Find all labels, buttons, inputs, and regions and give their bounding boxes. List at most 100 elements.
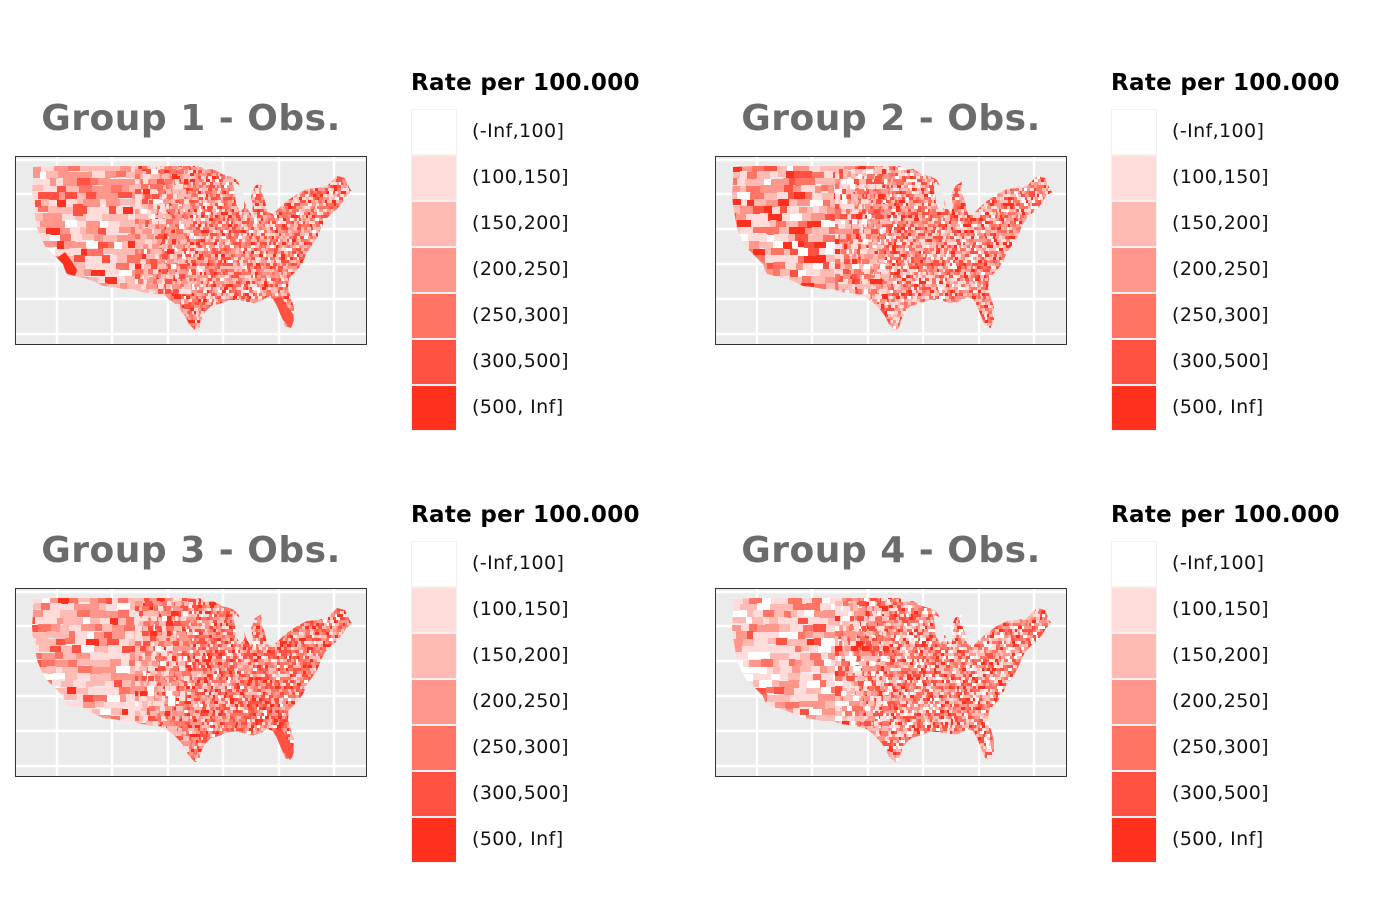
county — [208, 293, 211, 296]
county — [172, 281, 175, 284]
county — [263, 266, 266, 269]
county — [229, 221, 231, 224]
county — [238, 257, 241, 260]
county — [164, 224, 167, 227]
county — [187, 233, 190, 236]
county — [211, 302, 213, 305]
county — [193, 224, 195, 227]
county — [285, 287, 287, 290]
county — [792, 241, 799, 248]
county — [262, 284, 264, 287]
county — [237, 269, 239, 272]
county — [226, 266, 230, 269]
county — [212, 245, 215, 248]
county — [193, 317, 197, 320]
county — [251, 227, 254, 230]
county — [330, 200, 332, 203]
county — [217, 263, 221, 266]
county — [208, 260, 210, 263]
county — [205, 173, 207, 176]
county — [213, 173, 216, 176]
county — [229, 191, 231, 194]
county — [194, 227, 196, 230]
county — [188, 260, 191, 263]
county — [213, 263, 215, 266]
county — [278, 221, 280, 224]
county — [181, 299, 184, 304]
county — [202, 272, 204, 275]
county — [159, 245, 162, 248]
county — [328, 203, 332, 206]
county — [336, 179, 340, 182]
county — [218, 260, 220, 263]
county — [213, 287, 217, 290]
county — [266, 263, 270, 266]
county — [261, 266, 263, 269]
county — [303, 239, 306, 242]
county — [192, 206, 196, 209]
county — [221, 185, 224, 188]
county — [181, 219, 185, 224]
county — [276, 236, 279, 239]
county — [300, 215, 302, 218]
county — [323, 212, 327, 215]
county — [335, 191, 338, 194]
county — [309, 233, 312, 236]
county — [213, 269, 217, 272]
county — [222, 284, 226, 287]
county — [285, 206, 288, 209]
county — [221, 272, 223, 275]
county — [301, 218, 303, 221]
county — [233, 275, 235, 278]
county — [240, 227, 242, 230]
county — [159, 224, 164, 229]
county — [184, 251, 186, 254]
county — [228, 254, 231, 257]
county — [191, 260, 194, 263]
county — [183, 248, 187, 251]
county — [241, 296, 245, 299]
facet-group-2: Group 2 - Obs.Rate per 100.000(-Inf,100]… — [700, 60, 1400, 492]
county — [220, 191, 222, 194]
county — [759, 242, 774, 248]
county — [281, 251, 284, 254]
legend-key: (500, Inf] — [411, 385, 457, 431]
county — [209, 254, 211, 257]
county — [190, 215, 193, 218]
county — [304, 236, 308, 239]
county — [241, 272, 245, 275]
county — [805, 228, 813, 234]
county — [227, 218, 229, 221]
county — [317, 206, 321, 209]
county — [241, 284, 244, 287]
county — [189, 167, 191, 170]
county — [226, 278, 230, 281]
county — [278, 266, 280, 269]
county — [203, 254, 205, 257]
county — [244, 248, 247, 251]
county — [202, 179, 204, 182]
county — [272, 266, 276, 269]
county — [217, 233, 219, 236]
county — [223, 293, 226, 296]
county — [170, 254, 173, 259]
county — [280, 266, 283, 269]
county — [271, 278, 275, 281]
county — [190, 209, 194, 212]
county — [316, 194, 318, 197]
county — [292, 242, 294, 245]
county — [215, 254, 218, 257]
county — [216, 194, 220, 197]
county — [331, 197, 335, 200]
county — [222, 224, 226, 227]
county — [213, 227, 215, 230]
county — [154, 229, 160, 234]
county — [220, 248, 224, 251]
county — [248, 287, 250, 290]
county — [194, 293, 197, 296]
county — [203, 197, 205, 200]
county — [234, 257, 238, 260]
county — [203, 191, 205, 194]
county — [290, 251, 292, 254]
county — [196, 269, 199, 272]
